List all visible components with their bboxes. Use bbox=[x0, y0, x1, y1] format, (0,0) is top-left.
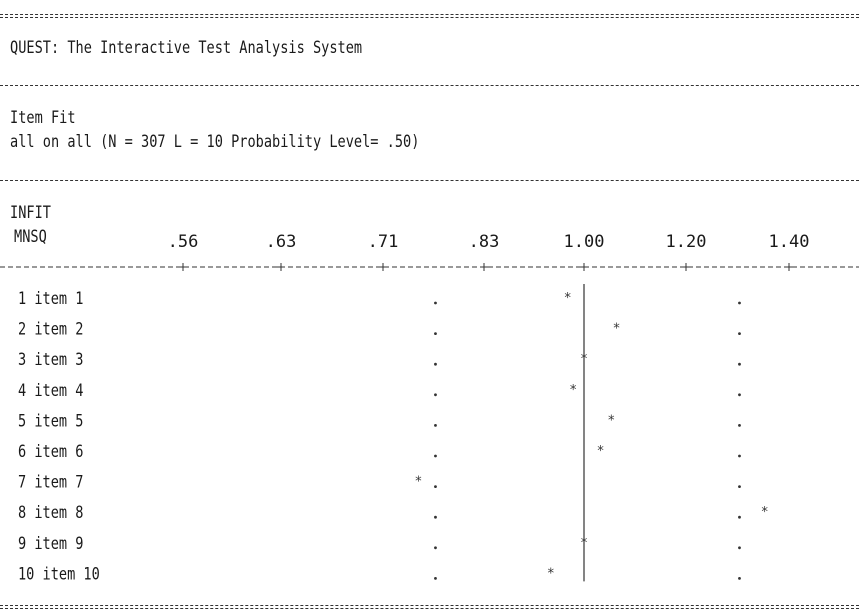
section-divider bbox=[0, 180, 859, 181]
item-label: 3 item 3 bbox=[18, 350, 83, 370]
item-label: 9 item 9 bbox=[18, 533, 83, 553]
tick-label: 1.40 bbox=[769, 232, 810, 252]
control-limit-dot bbox=[434, 362, 437, 366]
item-marker: * bbox=[564, 291, 572, 306]
control-limit-dot bbox=[434, 454, 437, 458]
control-limit-dot bbox=[738, 485, 741, 488]
axis-label-mnsq: MNSQ bbox=[14, 227, 47, 247]
control-limit-dot bbox=[738, 301, 741, 305]
control-limit-dot bbox=[434, 424, 437, 427]
item-marker: * bbox=[607, 413, 615, 428]
control-limit-dot bbox=[434, 546, 437, 550]
item-marker: * bbox=[547, 566, 555, 581]
top-double-rule bbox=[0, 14, 859, 18]
control-limit-dot bbox=[434, 301, 437, 305]
item-marker: * bbox=[613, 322, 621, 337]
control-limit-dot bbox=[738, 393, 741, 397]
item-label: 7 item 7 bbox=[18, 472, 83, 492]
control-limit-dot bbox=[434, 577, 437, 580]
control-limit-dot bbox=[738, 332, 741, 335]
control-limit-dot bbox=[434, 332, 437, 335]
control-limit-dot bbox=[738, 515, 741, 519]
tick-label: .63 bbox=[266, 232, 297, 252]
item-label: 5 item 5 bbox=[18, 411, 83, 431]
item-marker: * bbox=[580, 536, 588, 551]
tick-label: 1.20 bbox=[666, 232, 707, 252]
item-marker: * bbox=[597, 444, 605, 459]
control-limit-dot bbox=[434, 515, 437, 519]
report-title: QUEST: The Interactive Test Analysis Sys… bbox=[10, 38, 363, 58]
control-limit-dot bbox=[738, 546, 741, 550]
section-title: Item Fit bbox=[10, 108, 76, 128]
item-label: 4 item 4 bbox=[18, 380, 83, 400]
title-divider bbox=[0, 85, 859, 86]
item-label: 6 item 6 bbox=[18, 442, 83, 462]
control-limit-dot bbox=[738, 362, 741, 366]
control-limit-dot bbox=[738, 424, 741, 427]
item-label: 8 item 8 bbox=[18, 503, 83, 523]
control-limit-dot bbox=[434, 393, 437, 397]
report-subtitle: all on all (N = 307 L = 10 Probability L… bbox=[10, 132, 420, 152]
item-label: 2 item 2 bbox=[18, 319, 83, 339]
tick-label: .56 bbox=[168, 232, 199, 252]
control-limit-dot bbox=[738, 577, 741, 580]
bottom-double-rule bbox=[0, 605, 859, 609]
control-limit-dot bbox=[434, 485, 437, 488]
tick-label: .71 bbox=[368, 232, 399, 252]
control-limit-dot bbox=[738, 454, 741, 458]
axis-label-infit: INFIT bbox=[10, 203, 51, 223]
item-marker: * bbox=[761, 505, 769, 520]
tick-label: 1.00 bbox=[564, 232, 605, 252]
item-marker: * bbox=[569, 383, 577, 398]
item-marker: * bbox=[415, 475, 423, 490]
item-label: 1 item 1 bbox=[18, 289, 83, 309]
item-marker: * bbox=[580, 352, 588, 367]
tick-label: .83 bbox=[469, 232, 500, 252]
item-label: 10 item 10 bbox=[18, 564, 100, 584]
